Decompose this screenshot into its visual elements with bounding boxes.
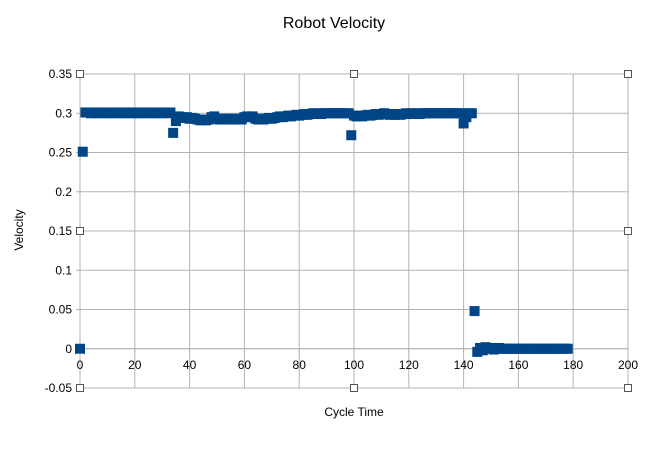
y-tick-label: -0.05 xyxy=(45,381,73,395)
y-tick-label: 0 xyxy=(65,342,72,356)
selection-handle xyxy=(76,384,84,392)
y-tick-label: 0.35 xyxy=(49,67,73,81)
data-point xyxy=(75,343,85,354)
data-point xyxy=(455,108,466,119)
selection-handle xyxy=(624,70,632,78)
y-tick-label: 0.15 xyxy=(49,224,73,238)
selection-handle xyxy=(624,227,632,235)
x-tick-label: 20 xyxy=(128,358,142,372)
data-point xyxy=(165,107,176,118)
data-point xyxy=(343,108,354,119)
data-point xyxy=(466,108,477,119)
data-point xyxy=(77,146,88,157)
x-tick-label: 160 xyxy=(508,358,528,372)
x-tick-label: 60 xyxy=(238,358,252,372)
data-point xyxy=(168,127,179,138)
y-tick-label: 0.25 xyxy=(49,146,73,160)
x-tick-label: 180 xyxy=(563,358,583,372)
selection-handle xyxy=(350,384,358,392)
y-tick-label: 0.1 xyxy=(55,263,72,277)
selection-handle xyxy=(76,70,84,78)
data-point xyxy=(562,343,573,354)
data-point xyxy=(458,118,469,129)
selection-handle xyxy=(350,70,358,78)
x-axis-title: Cycle Time xyxy=(324,405,384,419)
x-tick-label: 40 xyxy=(183,358,197,372)
x-tick-label: 140 xyxy=(454,358,474,372)
x-tick-label: 100 xyxy=(344,358,364,372)
y-tick-label: 0.05 xyxy=(49,303,73,317)
x-tick-label: 120 xyxy=(399,358,419,372)
data-point xyxy=(346,130,357,141)
data-point xyxy=(469,306,480,317)
x-tick-label: 0 xyxy=(77,358,84,372)
selection-handle xyxy=(76,227,84,235)
y-tick-label: 0.2 xyxy=(55,185,72,199)
y-tick-label: 0.3 xyxy=(55,106,72,120)
x-tick-label: 80 xyxy=(293,358,307,372)
chart-title: Robot Velocity xyxy=(282,15,386,32)
x-tick-label: 200 xyxy=(618,358,638,372)
selection-handle xyxy=(624,384,632,392)
